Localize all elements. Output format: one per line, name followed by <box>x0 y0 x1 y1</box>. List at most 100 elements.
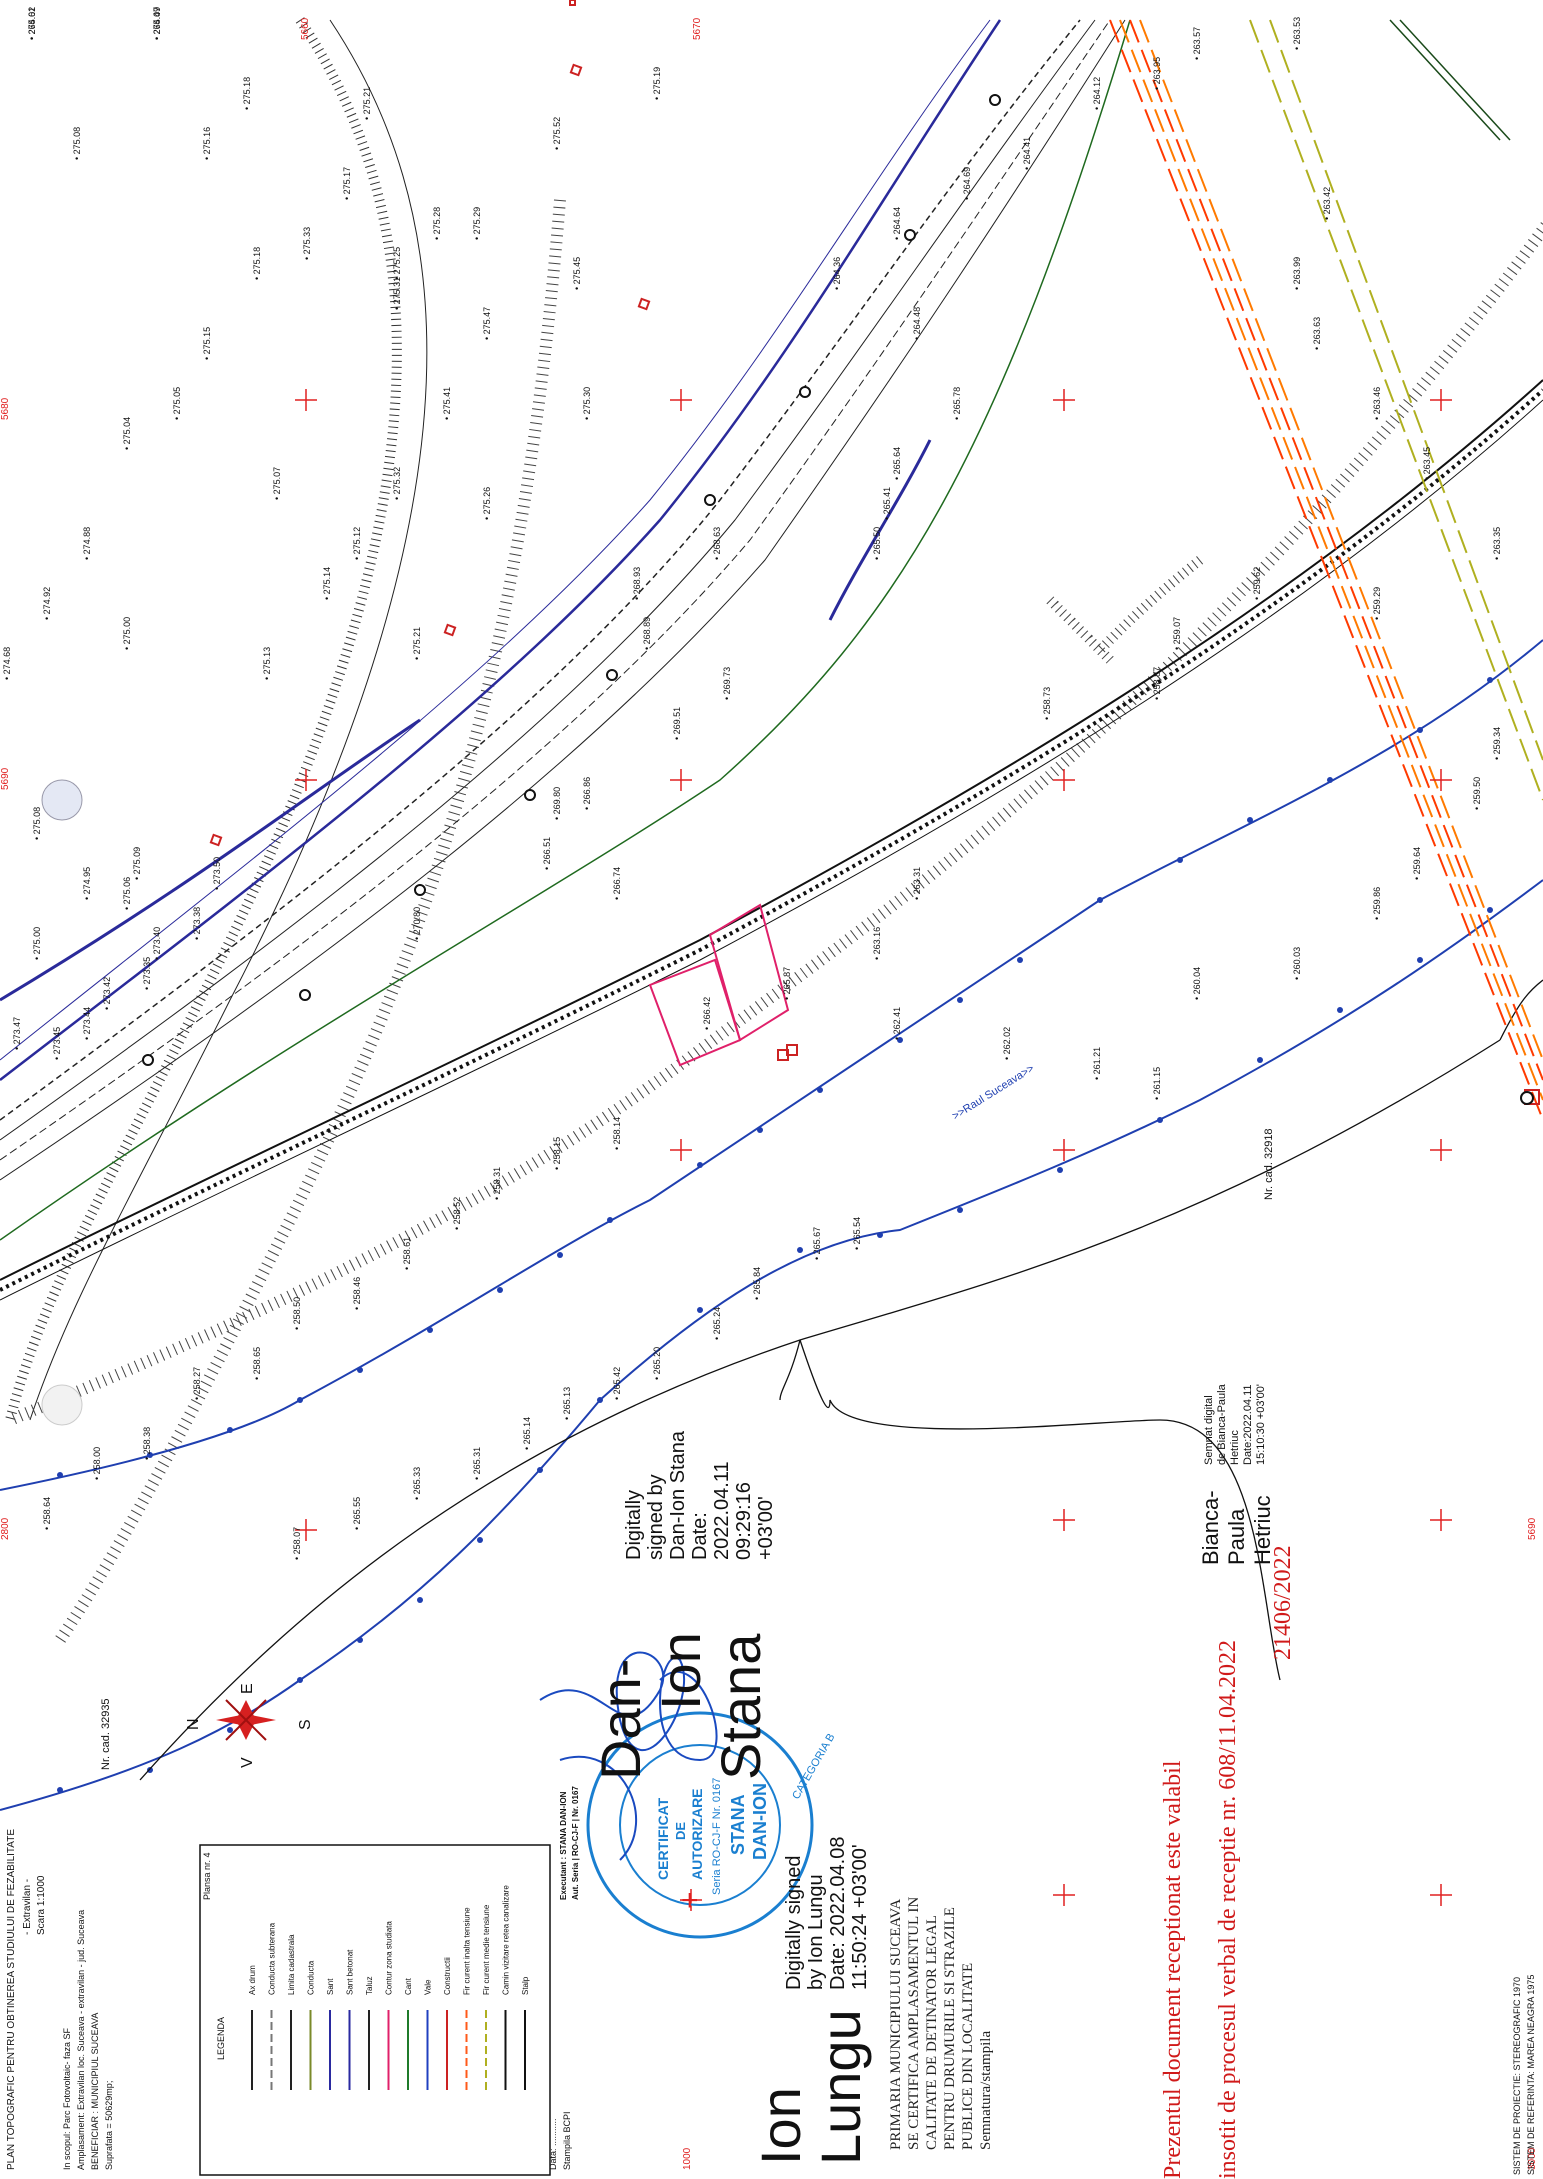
grid-label: 5680 <box>0 397 11 420</box>
elevation-label: • 265.24 <box>712 1307 722 1340</box>
svg-text:09:29:16: 09:29:16 <box>733 1482 755 1560</box>
stamp-signature <box>539 1651 718 1861</box>
elevation-label: • 273.38 <box>192 907 202 940</box>
svg-text:11:50:24 +03'00': 11:50:24 +03'00' <box>849 1844 871 1990</box>
cadastral-number-1: Nr. cad. 32935 <box>100 1698 112 1770</box>
elevation-label: • 259.29 <box>1372 587 1382 620</box>
elevation-label: • 275.21 <box>412 627 422 660</box>
primaria-certification: PRIMARIA MUNICIPIULUI SUCEAVA SE CERTIFI… <box>888 1897 994 2150</box>
svg-text:by Ion Lungu: by Ion Lungu <box>805 1874 827 1990</box>
legend-item-label: Cant <box>404 1977 413 1995</box>
elevation-label: • 275.00 <box>32 927 42 960</box>
elevation-label: • 273.35 <box>142 957 152 990</box>
legend-title: LEGENDA <box>216 2017 226 2060</box>
elevation-label: • 273.44 <box>82 1007 92 1040</box>
elevation-label: • 275.26 <box>482 487 492 520</box>
elevation-label: • 275.18 <box>242 77 252 110</box>
elevation-label: • 275.52 <box>552 117 562 150</box>
signature-hetriuc: Bianca- Paula Hetriuc Semnat digital de … <box>1198 1383 1275 1565</box>
elevation-label: • 265.64 <box>892 447 902 480</box>
plan-subtitle: - Extravilan - <box>22 1879 33 1935</box>
elevation-label: • 270.80 <box>412 907 422 940</box>
elevation-label: • 263.45 <box>1422 447 1432 480</box>
elevation-label: • 265.50 <box>872 527 882 560</box>
elevation-label: • 258.00 <box>92 1447 102 1480</box>
elevation-label: • 264.62 <box>27 7 37 40</box>
stamp-label: Stampila BCPI <box>562 2111 572 2170</box>
title-block: PLAN TOPOGRAFIC PENTRU OBTINEREA STUDIUL… <box>6 1829 1536 2175</box>
elevation-label: • 274.68 <box>2 647 12 680</box>
elevation-label: • 262.41 <box>892 1007 902 1040</box>
svg-text:Dan-Ion Stana: Dan-Ion Stana <box>667 1430 689 1560</box>
elevation-label: • 275.13 <box>262 647 272 680</box>
svg-text:2022.04.11: 2022.04.11 <box>711 1461 733 1560</box>
svg-text:Bianca-: Bianca- <box>1198 1490 1223 1565</box>
elevation-label: • 273.50 <box>212 857 222 890</box>
signature-stana: Dan- Ion Stana Digitally signed by Dan-I… <box>589 1430 777 1780</box>
elevation-label: • 258.87 <box>1152 667 1162 700</box>
elevation-label: • 259.86 <box>1372 887 1382 920</box>
elevation-label: • 274.88 <box>82 527 92 560</box>
grid-label: 5670 <box>692 17 703 40</box>
elevation-label: • 269.51 <box>672 707 682 740</box>
elevation-label: • 264.41 <box>1022 137 1032 170</box>
elevation-label: • 275.29 <box>472 207 482 240</box>
power-lines <box>1109 19 1543 1121</box>
elevation-label: • 264.36 <box>832 257 842 290</box>
elevation-label: • 266.74 <box>612 867 622 900</box>
road-lines <box>0 19 1543 1301</box>
elevation-label: • 265.54 <box>852 1217 862 1250</box>
legend-sheet: Plansa nr. 4 <box>202 1852 212 1900</box>
compass-icon: N S E V <box>185 1683 314 1768</box>
legend-item-label: Fir curent inalta tensiune <box>463 1907 472 1995</box>
elevation-label: • 275.00 <box>122 617 132 650</box>
compass-n: N <box>185 1718 202 1730</box>
elevation-label: • 275.17 <box>342 167 352 200</box>
svg-text:+03'00': +03'00' <box>755 1496 777 1560</box>
elevation-label: • 273.42 <box>102 977 112 1010</box>
elevation-label: • 266.51 <box>542 837 552 870</box>
elevation-label: • 258.14 <box>612 1117 622 1150</box>
elevation-label: • 259.62 <box>1252 567 1262 600</box>
elevation-label: • 265.84 <box>752 1267 762 1300</box>
svg-text:SE CERTIFICA AMPLASAMENTUL IN: SE CERTIFICA AMPLASAMENTUL IN <box>906 1897 922 2150</box>
grid-label: 5660 <box>300 17 311 40</box>
elevation-label: • 275.09 <box>132 847 142 880</box>
svg-text:PUBLICE DIN LOCALITATE: PUBLICE DIN LOCALITATE <box>960 1963 976 2150</box>
plan-info: Amplasament: Extravilan loc. Suceava - e… <box>76 1910 86 2170</box>
svg-text:Semnatura/stampila: Semnatura/stampila <box>978 2031 994 2150</box>
grid-label: 5690 <box>0 767 11 790</box>
plan-info: BENEFICIAR : MUNICIPIUL SUCEAVA <box>90 2013 100 2170</box>
elevation-label: • 264.48 <box>912 307 922 340</box>
coord-system: SISTEM DE PROIECTIE: STEREOGRAFIC 1970 <box>1512 1977 1522 2175</box>
grid-labels: 5660 5670 5680 5690 2800 3000 1000 5690 <box>0 17 1538 2170</box>
elevation-label: • 259.07 <box>1172 617 1182 650</box>
legend-item-label: Fir curent medie tensiune <box>482 1904 491 1995</box>
svg-text:Lungu: Lungu <box>809 2009 872 2165</box>
elevation-label: • 258.65 <box>252 1347 262 1380</box>
elevation-label: • 263.57 <box>1192 27 1202 60</box>
elevation-label: • 275.05 <box>172 387 182 420</box>
elevation-label: • 275.06 <box>122 877 132 910</box>
elevation-label: • 265.14 <box>522 1417 532 1450</box>
elevation-label: • 264.69 <box>962 167 972 200</box>
svg-text:PRIMARIA MUNICIPIULUI SUCEAVA: PRIMARIA MUNICIPIULUI SUCEAVA <box>888 1899 904 2150</box>
elevation-label: • 268.63 <box>712 527 722 560</box>
compass-v: V <box>239 1757 256 1768</box>
svg-text:CERTIFICAT: CERTIFICAT <box>655 1797 671 1880</box>
elevation-label: • 265.67 <box>812 1227 822 1260</box>
svg-text:DE: DE <box>673 1822 688 1840</box>
elevation-label: • 275.28 <box>432 207 442 240</box>
svg-text:Paula: Paula <box>1224 1508 1249 1565</box>
poles <box>142 94 1534 1105</box>
elevation-label: • 258.64 <box>42 1497 52 1530</box>
svg-text:signed by: signed by <box>645 1474 667 1560</box>
plan-info: In scopul: Parc Fotovoltaic- faza SF <box>62 2027 72 2170</box>
elevation-label: • 265.41 <box>882 487 892 520</box>
elevation-label: • 275.12 <box>352 527 362 560</box>
elevation-label: • 275.47 <box>482 307 492 340</box>
red-cross-stamp: + <box>681 1884 699 1917</box>
elevation-label: • 263.35 <box>1492 527 1502 560</box>
elevation-label: • 275.41 <box>442 387 452 420</box>
